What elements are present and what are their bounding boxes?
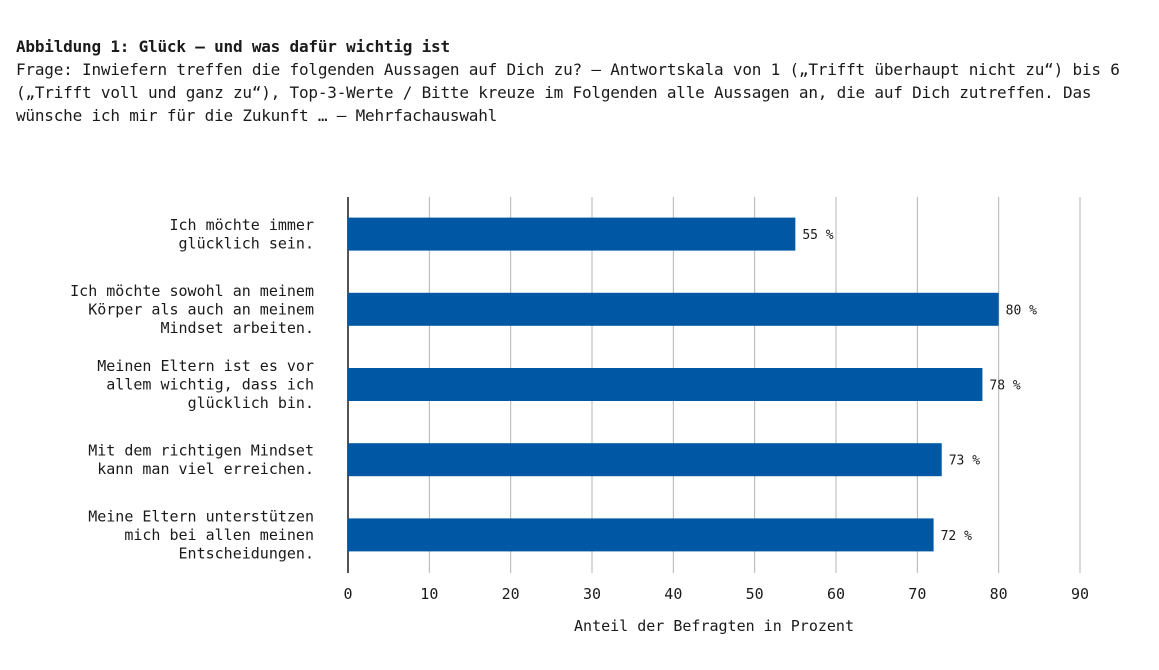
category-label-line: Mit dem richtigen Mindset <box>88 441 314 459</box>
value-label: 73 % <box>949 454 980 469</box>
category-label: Meinen Eltern ist es vor allem wichtig, d… <box>97 357 314 412</box>
x-tick-label: 40 <box>664 585 682 603</box>
value-label: 55 % <box>802 228 833 243</box>
value-label: 72 % <box>941 529 972 544</box>
x-tick-label: 50 <box>746 585 764 603</box>
x-tick-label: 80 <box>990 585 1008 603</box>
value-label: 80 % <box>1006 303 1037 318</box>
category-label-line: Meinen Eltern ist es vor <box>97 357 314 375</box>
category-label-line: allem wichtig, dass ich <box>106 376 314 394</box>
category-label-line: Ich möchte sowohl an meinem <box>70 282 314 300</box>
figure-header: Abbildung 1: Glück – und was dafür wicht… <box>16 36 1151 127</box>
bar <box>348 518 934 552</box>
category-label-line: mich bei allen meinen <box>124 526 314 544</box>
x-tick-label: 10 <box>420 585 438 603</box>
category-label: Ich möchte immer glücklich sein. <box>170 216 315 253</box>
category-label-line: Meine Eltern unterstützen <box>88 507 314 525</box>
category-label: Ich möchte sowohl an meinem Körper als au… <box>70 282 314 337</box>
bar <box>348 368 983 401</box>
x-axis-title: Anteil der Befragten in Prozent <box>574 617 854 635</box>
value-label: 78 % <box>989 379 1020 394</box>
figure-question: Frage: Inwiefern treffen die folgenden A… <box>16 60 1120 125</box>
category-label-line: kann man viel erreichen. <box>97 460 314 478</box>
figure-title: Abbildung 1: Glück – und was dafür wicht… <box>16 37 450 56</box>
category-label-line: Entscheidungen. <box>179 544 314 562</box>
bar <box>348 292 999 326</box>
category-label-line: glücklich bin. <box>188 394 314 412</box>
bar <box>348 443 942 477</box>
x-tick-label: 30 <box>583 585 601 603</box>
category-label-line: Mindset arbeiten. <box>160 319 314 337</box>
category-label: Mit dem richtigen Mindset kann man viel e… <box>88 441 314 478</box>
value-labels: 55 % 80 % 78 % 73 % 72 % <box>802 228 1037 544</box>
x-tick-label: 20 <box>502 585 520 603</box>
x-tick-label: 0 <box>343 585 352 603</box>
category-label-line: glücklich sein. <box>179 234 314 252</box>
category-label-line: Körper als auch an meinem <box>88 300 314 318</box>
x-axis-ticks: 0 10 20 30 40 50 60 70 80 90 <box>343 585 1089 603</box>
bar <box>348 217 796 251</box>
category-label-line: Ich möchte immer <box>170 216 315 234</box>
bars <box>348 217 999 552</box>
category-labels: Ich möchte immer glücklich sein.Ich möcht… <box>70 216 314 563</box>
x-tick-label: 60 <box>827 585 845 603</box>
category-label: Meine Eltern unterstützen mich bei allen … <box>88 507 314 562</box>
x-tick-label: 90 <box>1071 585 1089 603</box>
x-tick-label: 70 <box>908 585 926 603</box>
